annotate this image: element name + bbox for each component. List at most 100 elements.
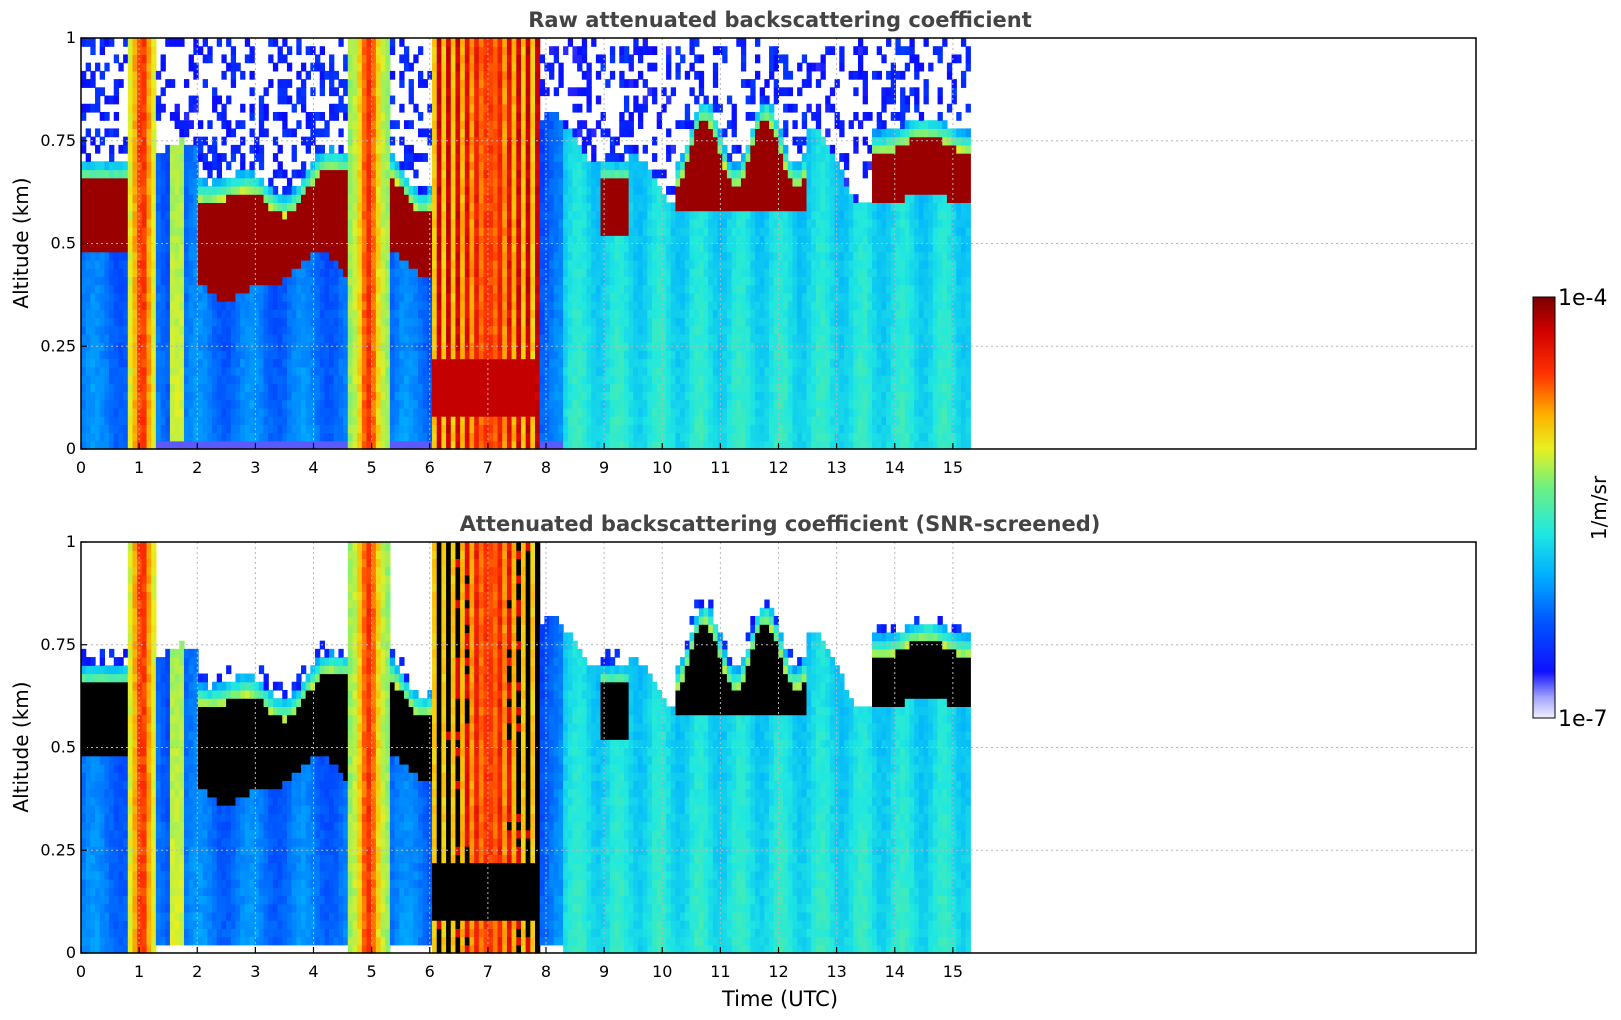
heatmap-cell bbox=[347, 375, 354, 384]
heatmap-cell bbox=[525, 268, 531, 277]
heatmap-cell bbox=[375, 259, 382, 269]
heatmap-cell bbox=[563, 153, 569, 162]
heatmap-cell bbox=[249, 333, 255, 343]
heatmap-cell bbox=[539, 309, 545, 319]
heatmap-cell bbox=[483, 210, 489, 220]
heatmap-cell bbox=[155, 95, 162, 105]
heatmap-cell bbox=[460, 432, 466, 442]
heatmap-cell bbox=[216, 383, 223, 393]
heatmap-cell bbox=[474, 111, 480, 121]
heatmap-cell bbox=[413, 424, 419, 434]
heatmap-cell bbox=[291, 153, 297, 162]
heatmap-cell bbox=[413, 358, 419, 368]
heatmap-cell bbox=[183, 416, 190, 425]
heatmap-cell bbox=[249, 251, 255, 261]
heatmap-cell bbox=[530, 46, 536, 56]
heatmap-cell bbox=[324, 424, 330, 434]
heatmap-cell bbox=[198, 366, 204, 376]
heatmap-cell bbox=[460, 177, 466, 187]
heatmap-cell bbox=[506, 440, 513, 450]
heatmap-cell bbox=[174, 276, 180, 286]
heatmap-cell bbox=[506, 424, 513, 434]
heatmap-cell bbox=[151, 169, 157, 179]
heatmap-cell bbox=[549, 276, 555, 286]
heatmap-cell bbox=[226, 301, 232, 310]
heatmap-cell bbox=[315, 144, 321, 154]
heatmap-cell bbox=[577, 259, 583, 269]
heatmap-cell bbox=[202, 194, 208, 203]
heatmap-cell bbox=[520, 424, 527, 434]
heatmap-cell bbox=[586, 218, 592, 228]
heatmap-cell bbox=[474, 325, 480, 335]
heatmap-cell bbox=[81, 292, 87, 302]
heatmap-cell bbox=[385, 432, 391, 442]
heatmap-cell bbox=[614, 416, 620, 425]
heatmap-cell bbox=[324, 153, 330, 162]
heatmap-cell bbox=[464, 79, 471, 88]
heatmap-cell bbox=[502, 95, 508, 105]
heatmap-cell bbox=[132, 202, 138, 212]
heatmap-cell bbox=[558, 128, 564, 138]
heatmap-cell bbox=[169, 235, 176, 245]
heatmap-cell bbox=[151, 210, 157, 220]
heatmap-cell bbox=[174, 218, 180, 228]
heatmap-cell bbox=[137, 292, 143, 302]
heatmap-cell bbox=[160, 251, 166, 261]
heatmap-cell bbox=[619, 440, 625, 450]
heatmap-cell bbox=[361, 366, 368, 376]
heatmap-cell bbox=[235, 301, 241, 310]
heatmap-cell bbox=[581, 235, 588, 245]
heatmap-cell bbox=[90, 292, 96, 302]
heatmap-cell bbox=[85, 416, 91, 425]
heatmap-cell bbox=[230, 259, 237, 269]
heatmap-cell bbox=[296, 235, 302, 245]
heatmap-cell bbox=[455, 358, 461, 368]
heatmap-cell bbox=[333, 276, 340, 286]
heatmap-cell bbox=[441, 375, 447, 384]
heatmap-cell bbox=[146, 87, 152, 97]
heatmap-cell bbox=[188, 144, 194, 154]
heatmap-cell bbox=[380, 383, 386, 393]
heatmap-cell bbox=[525, 366, 531, 376]
heatmap-cell bbox=[408, 235, 414, 245]
heatmap-cell bbox=[123, 243, 129, 253]
heatmap-cell bbox=[95, 218, 101, 228]
heatmap-cell bbox=[371, 399, 377, 409]
heatmap-cell bbox=[361, 399, 368, 409]
heatmap-cell bbox=[300, 440, 307, 450]
heatmap-cell bbox=[226, 350, 232, 360]
heatmap-cell bbox=[408, 350, 414, 360]
heatmap-cell bbox=[277, 46, 283, 56]
heatmap-cell bbox=[109, 325, 115, 335]
heatmap-cell bbox=[254, 325, 260, 335]
heatmap-cell bbox=[525, 103, 531, 113]
heatmap-cell bbox=[141, 153, 148, 162]
heatmap-cell bbox=[366, 424, 372, 434]
heatmap-cell bbox=[249, 161, 255, 171]
heatmap-cell bbox=[104, 235, 110, 245]
heatmap-cell bbox=[235, 333, 241, 343]
heatmap-cell bbox=[300, 292, 307, 302]
heatmap-cell bbox=[179, 432, 185, 442]
heatmap-cell bbox=[123, 259, 129, 269]
heatmap-cell bbox=[212, 259, 218, 269]
heatmap-cell bbox=[432, 366, 438, 376]
heatmap-cell bbox=[455, 309, 461, 319]
heatmap-cell bbox=[329, 194, 335, 203]
heatmap-cell bbox=[113, 87, 120, 97]
heatmap-cell bbox=[474, 383, 480, 393]
heatmap-cell bbox=[399, 210, 405, 220]
heatmap-cell bbox=[188, 120, 194, 130]
heatmap-cell bbox=[329, 144, 335, 154]
heatmap-cell bbox=[244, 383, 251, 393]
heatmap-cell bbox=[305, 185, 311, 195]
heatmap-cell bbox=[418, 218, 424, 228]
heatmap-cell bbox=[577, 153, 583, 162]
heatmap-cell bbox=[567, 358, 574, 368]
heatmap-cell bbox=[90, 251, 96, 261]
heatmap-cell bbox=[563, 407, 569, 417]
heatmap-cell bbox=[455, 54, 461, 64]
heatmap-cell bbox=[291, 333, 297, 343]
heatmap-cell bbox=[488, 46, 494, 56]
heatmap-cell bbox=[483, 350, 489, 360]
